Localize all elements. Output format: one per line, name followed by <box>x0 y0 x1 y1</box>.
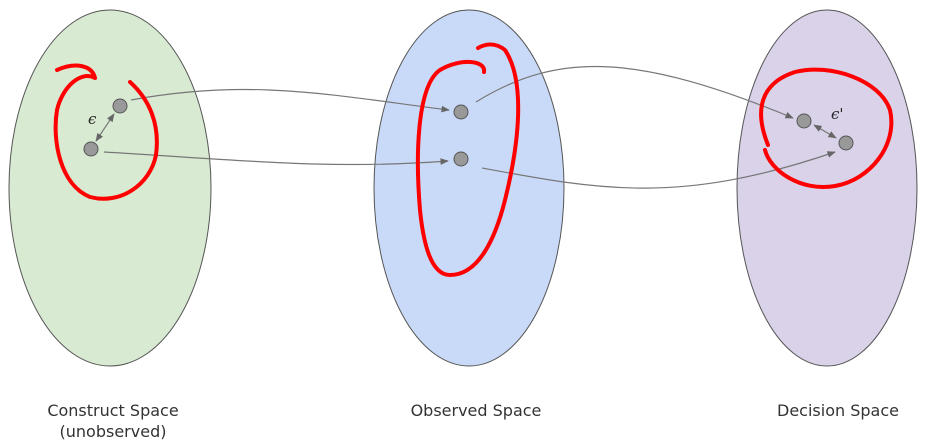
point <box>112 98 128 114</box>
epsilon-label: ϵ <box>88 110 97 128</box>
point <box>453 151 469 167</box>
construct-space-ellipse <box>8 9 212 367</box>
point <box>453 104 469 120</box>
point <box>838 135 854 151</box>
red-scribble <box>53 63 159 201</box>
red-scribble <box>415 42 521 277</box>
mapping-arrow <box>130 88 450 113</box>
space-label: Decision Space <box>777 401 899 420</box>
space-label: Observed Space <box>411 401 542 420</box>
red-scribble <box>759 67 894 189</box>
mapping-arrow <box>475 65 794 119</box>
distance-arrow <box>95 113 115 142</box>
space-sublabel: (unobserved) <box>60 422 167 441</box>
point <box>83 141 99 157</box>
space-label: Construct Space <box>47 401 178 420</box>
epsilon-prime-label: ϵ' <box>831 105 844 123</box>
distance-arrow <box>813 124 837 139</box>
point <box>796 113 812 129</box>
